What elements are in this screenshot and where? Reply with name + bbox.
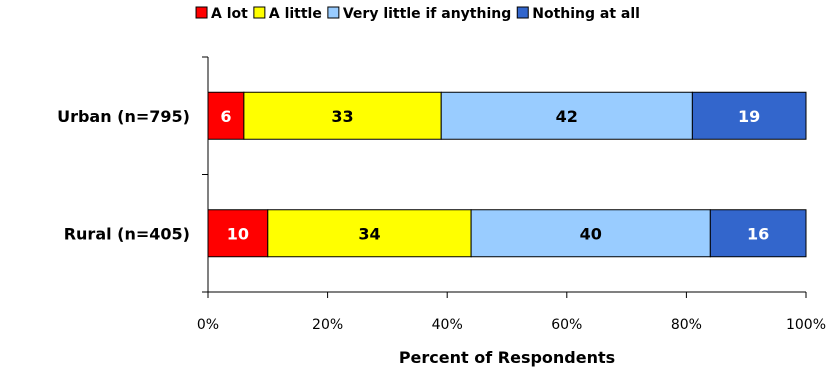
legend-item-nothing-at-all: Nothing at all bbox=[516, 6, 640, 22]
bar-very-little-if-anything-rural bbox=[470, 209, 711, 258]
data-label: 42 bbox=[556, 107, 578, 126]
legend-item-a-little: A little bbox=[253, 6, 322, 22]
legend-label: A little bbox=[269, 6, 322, 22]
legend-swatch bbox=[253, 6, 266, 19]
x-tick-label: 80% bbox=[671, 317, 702, 333]
legend-item-a-lot: A lot bbox=[195, 6, 248, 22]
category-label: Rural (n=405) bbox=[64, 224, 190, 243]
bar-nothing-at-all-rural bbox=[709, 209, 807, 258]
bar-very-little-if-anything-urban bbox=[440, 91, 693, 140]
legend-label: Nothing at all bbox=[532, 6, 640, 22]
x-tick-label: 40% bbox=[432, 317, 463, 333]
bar-a-little-urban bbox=[243, 91, 442, 140]
data-label: 19 bbox=[738, 107, 760, 126]
data-label: 16 bbox=[747, 224, 769, 243]
x-tick-label: 100% bbox=[786, 317, 826, 333]
legend-swatch bbox=[327, 6, 340, 19]
legend-item-very-little-if-anything: Very little if anything bbox=[327, 6, 511, 22]
legend-label: A lot bbox=[211, 6, 248, 22]
x-tick-label: 20% bbox=[312, 317, 343, 333]
bar-nothing-at-all-urban bbox=[691, 91, 807, 140]
x-axis-title: Percent of Respondents bbox=[399, 348, 615, 367]
data-label: 33 bbox=[331, 107, 353, 126]
category-label: Urban (n=795) bbox=[57, 107, 190, 126]
bar-a-little-rural bbox=[267, 209, 472, 258]
data-label: 6 bbox=[220, 107, 231, 126]
x-tick-label: 60% bbox=[551, 317, 582, 333]
data-label: 40 bbox=[580, 224, 602, 243]
legend-label: Very little if anything bbox=[343, 6, 511, 22]
bar-a-lot-rural bbox=[207, 209, 269, 258]
legend-swatch bbox=[516, 6, 529, 19]
legend: A lot A little Very little if anything Noth… bbox=[195, 6, 640, 22]
axes: Urban (n=795) Rural (n=405) 0% 20% 40% 60% 80%… bbox=[57, 56, 826, 333]
plot-area: 6 33 42 19 10 34 40 16 bbox=[207, 91, 807, 258]
data-label: 10 bbox=[227, 224, 249, 243]
x-tick-label: 0% bbox=[197, 317, 219, 333]
data-label: 34 bbox=[358, 224, 380, 243]
legend-swatch bbox=[195, 6, 208, 19]
